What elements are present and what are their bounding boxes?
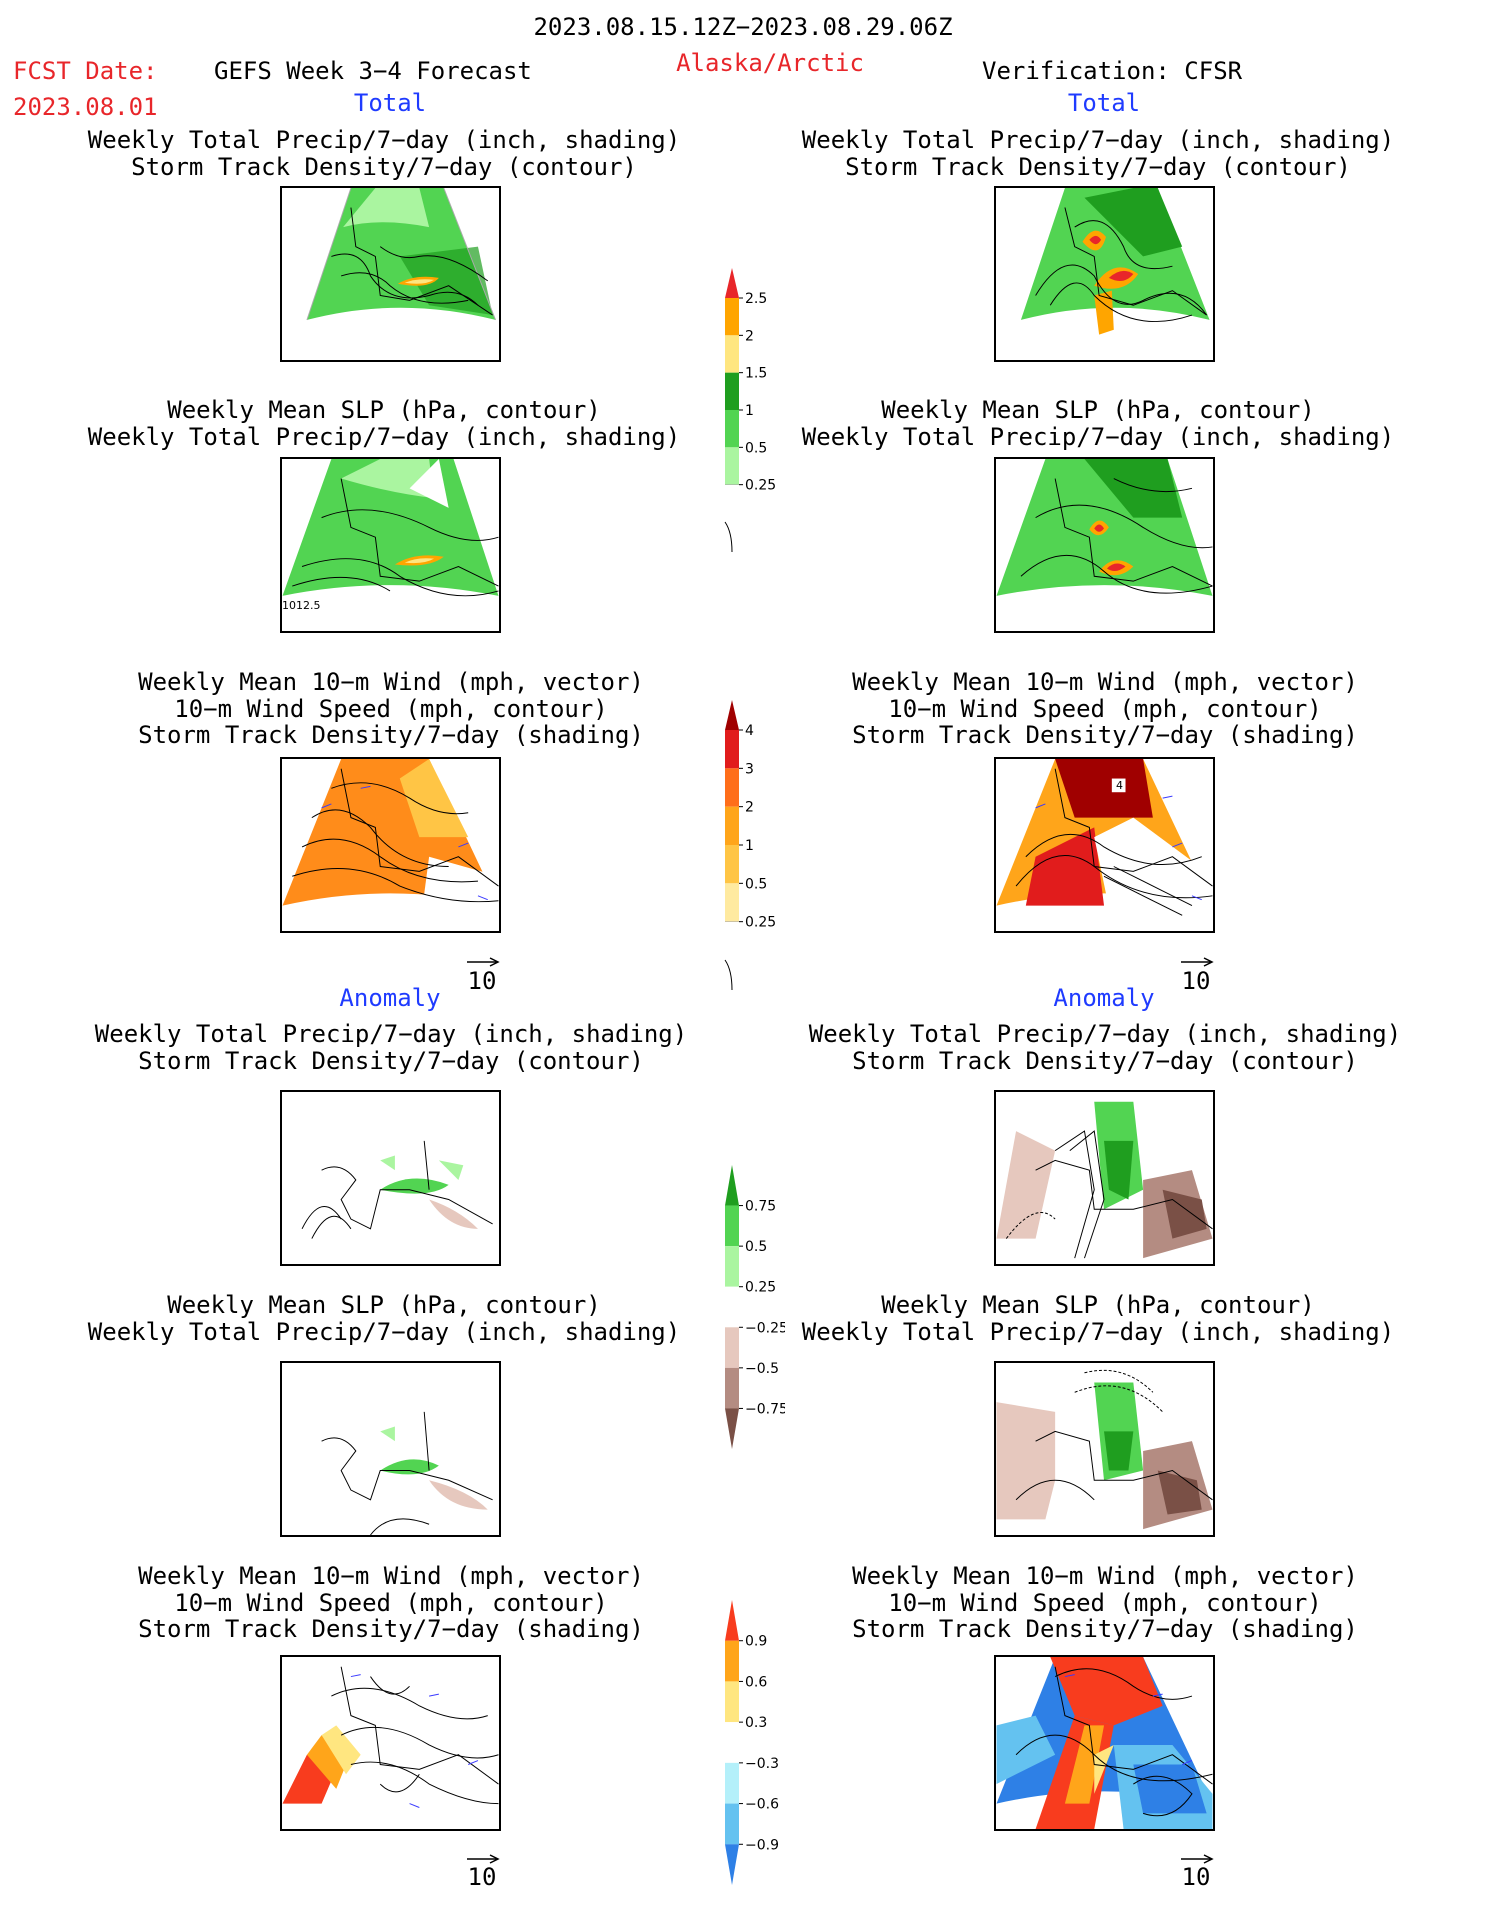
colorbar-tick-label: 3 — [745, 761, 754, 777]
fcst-date-label: FCST Date: — [13, 57, 158, 85]
colorbar-tick-label: 2 — [745, 328, 754, 344]
map-total-wind-fcst — [280, 757, 501, 933]
colorbar-segment — [725, 1640, 739, 1682]
map-anom-precip-verif — [994, 1090, 1215, 1266]
colorbar-segment — [725, 1408, 739, 1449]
section-total-left: Total — [353, 89, 427, 117]
colorbar-tick-label: 1.5 — [745, 366, 767, 382]
panel-title-anom-slp-verif: Weekly Mean SLP (hPa, contour) Weekly Tot… — [801, 1291, 1395, 1346]
vector-scale-arrow-icon — [1181, 1854, 1214, 1864]
colorbar-tick-label: 0.25 — [745, 915, 776, 931]
colorbar-segment — [725, 1762, 739, 1804]
panel-title-total-wind-fcst: Weekly Mean 10−m Wind (mph, vector) 10−m … — [138, 668, 644, 749]
vector-scale-arrow-icon — [1181, 957, 1214, 967]
map-anom-slp-verif — [994, 1361, 1215, 1537]
region-name: Alaska/Arctic — [676, 49, 864, 77]
colorbar-segment — [725, 1722, 739, 1763]
colorbar-segment — [725, 883, 739, 922]
vector-scale-label: 10 — [1181, 1863, 1211, 1891]
panel-title-anom-slp-fcst: Weekly Mean SLP (hPa, contour) Weekly Tot… — [87, 1291, 681, 1346]
panel-title-total-wind-verif: Weekly Mean 10−m Wind (mph, vector) 10−m … — [852, 668, 1358, 749]
panel-title-anom-wind-verif: Weekly Mean 10−m Wind (mph, vector) 10−m … — [852, 1562, 1358, 1643]
colorbar-tick-label: 1 — [745, 403, 754, 419]
colorbar-segment — [725, 298, 739, 336]
panel-title-anom-precip-fcst: Weekly Total Precip/7−day (inch, shading… — [94, 1020, 688, 1075]
colorbar-segment — [725, 335, 739, 373]
colorbar-tick-label: 0.25 — [745, 1280, 776, 1296]
colorbar-tick-label: 0.6 — [745, 1674, 767, 1690]
colorbar-tick-label: −0.75 — [745, 1401, 785, 1417]
colorbar-segment — [725, 372, 739, 410]
colorbar-segment — [725, 1246, 739, 1287]
panel-title-total-precip-verif: Weekly Total Precip/7−day (inch, shading… — [801, 126, 1395, 181]
vector-scale-label: 10 — [467, 1863, 497, 1891]
map-anom-wind-verif — [994, 1655, 1215, 1831]
colorbar-tick-label: 0.5 — [745, 876, 767, 892]
colorbar-total-precip: 2.5 2 1.5 1 0.5 0.25 — [724, 268, 776, 552]
panel-title-total-slp-fcst: Weekly Mean SLP (hPa, contour) Weekly Tot… — [87, 396, 681, 451]
colorbar-segment — [725, 1165, 739, 1206]
colorbar-segment — [725, 268, 739, 298]
colorbar-tick-label: 0.5 — [745, 1239, 767, 1255]
colorbar-tick-label: −0.5 — [745, 1361, 779, 1377]
colorbar-anom-storm: 0.9 0.6 0.3 −0.3 −0.6 −0.9 — [725, 1600, 779, 1885]
section-anomaly-left: Anomaly — [339, 984, 441, 1012]
colorbar-segment — [725, 1327, 739, 1368]
colorbar-tick-label: −0.3 — [745, 1756, 779, 1772]
panel-title-total-slp-verif: Weekly Mean SLP (hPa, contour) Weekly Tot… — [801, 396, 1395, 451]
colorbar-segment — [725, 730, 739, 769]
colorbar-segment — [725, 700, 739, 730]
map-total-wind-verif: 4 — [994, 757, 1215, 933]
colorbar-segment — [725, 1844, 739, 1885]
colorbar-segment — [725, 410, 739, 448]
colorbar-segment — [725, 1681, 739, 1723]
colorbar-segment — [725, 1600, 739, 1641]
colorbar-anom-precip: 0.75 0.5 0.25 −0.25 −0.5 −0.75 — [725, 1165, 785, 1449]
vector-scale-label: 10 — [467, 967, 497, 995]
map-total-precip-verif — [994, 186, 1215, 362]
map-total-slp-verif — [994, 457, 1215, 633]
fcst-date-value: 2023.08.01 — [13, 93, 158, 121]
colorbar-segment — [725, 1205, 739, 1247]
panel-title-anom-wind-fcst: Weekly Mean 10−m Wind (mph, vector) 10−m … — [138, 1562, 644, 1643]
colorbar-tick-label: 0.25 — [745, 478, 776, 494]
contour-label-wind: 4 — [1116, 779, 1123, 792]
colorbar-tick-label: −0.9 — [745, 1837, 779, 1853]
colorbar-tick-label: 0.3 — [745, 1715, 767, 1731]
colorbar-tick-label: 2 — [745, 800, 754, 816]
colorbar-tick-label: 0.75 — [745, 1199, 776, 1215]
colorbar-segment — [725, 845, 739, 884]
colorbar-tick-label: 4 — [745, 723, 754, 739]
colorbar-segment — [725, 1286, 739, 1328]
vector-scale-label: 10 — [1181, 967, 1211, 995]
colorbar-segment — [725, 447, 739, 485]
colorbar-tick-label: −0.25 — [745, 1320, 785, 1336]
map-total-slp-fcst: 1012.5 — [280, 457, 501, 633]
colorbar-segment — [725, 1803, 739, 1845]
colorbar-tick-label: 0.9 — [745, 1634, 767, 1650]
forecast-name: GEFS Week 3−4 Forecast — [214, 57, 532, 85]
colorbar-total-storm: 4 3 2 1 0.5 0.25 — [724, 700, 776, 990]
colorbar-segment — [725, 1367, 739, 1409]
map-anom-slp-fcst — [280, 1361, 501, 1537]
colorbar-tick-label: 2.5 — [745, 291, 767, 307]
section-total-right: Total — [1067, 89, 1141, 117]
map-anom-wind-fcst — [280, 1655, 501, 1831]
colorbar-tick-label: −0.6 — [745, 1797, 779, 1813]
colorbar-tick-label: 0.5 — [745, 440, 767, 456]
section-anomaly-right: Anomaly — [1053, 984, 1155, 1012]
map-anom-precip-fcst — [280, 1090, 501, 1266]
date-range: 2023.08.15.12Z−2023.08.29.06Z — [533, 13, 953, 41]
contour-label-slp: 1012.5 — [282, 599, 321, 612]
verification-label: Verification: CFSR — [982, 57, 1243, 85]
colorbar-segment — [725, 768, 739, 807]
colorbar-segment — [725, 806, 739, 845]
panel-title-total-precip-fcst: Weekly Total Precip/7−day (inch, shading… — [87, 126, 681, 181]
vector-scale-arrow-icon — [467, 957, 500, 967]
colorbar-tick-label: 1 — [745, 838, 754, 854]
vector-scale-arrow-icon — [467, 1854, 500, 1864]
map-total-precip-fcst — [280, 186, 501, 362]
panel-title-anom-precip-verif: Weekly Total Precip/7−day (inch, shading… — [808, 1020, 1402, 1075]
